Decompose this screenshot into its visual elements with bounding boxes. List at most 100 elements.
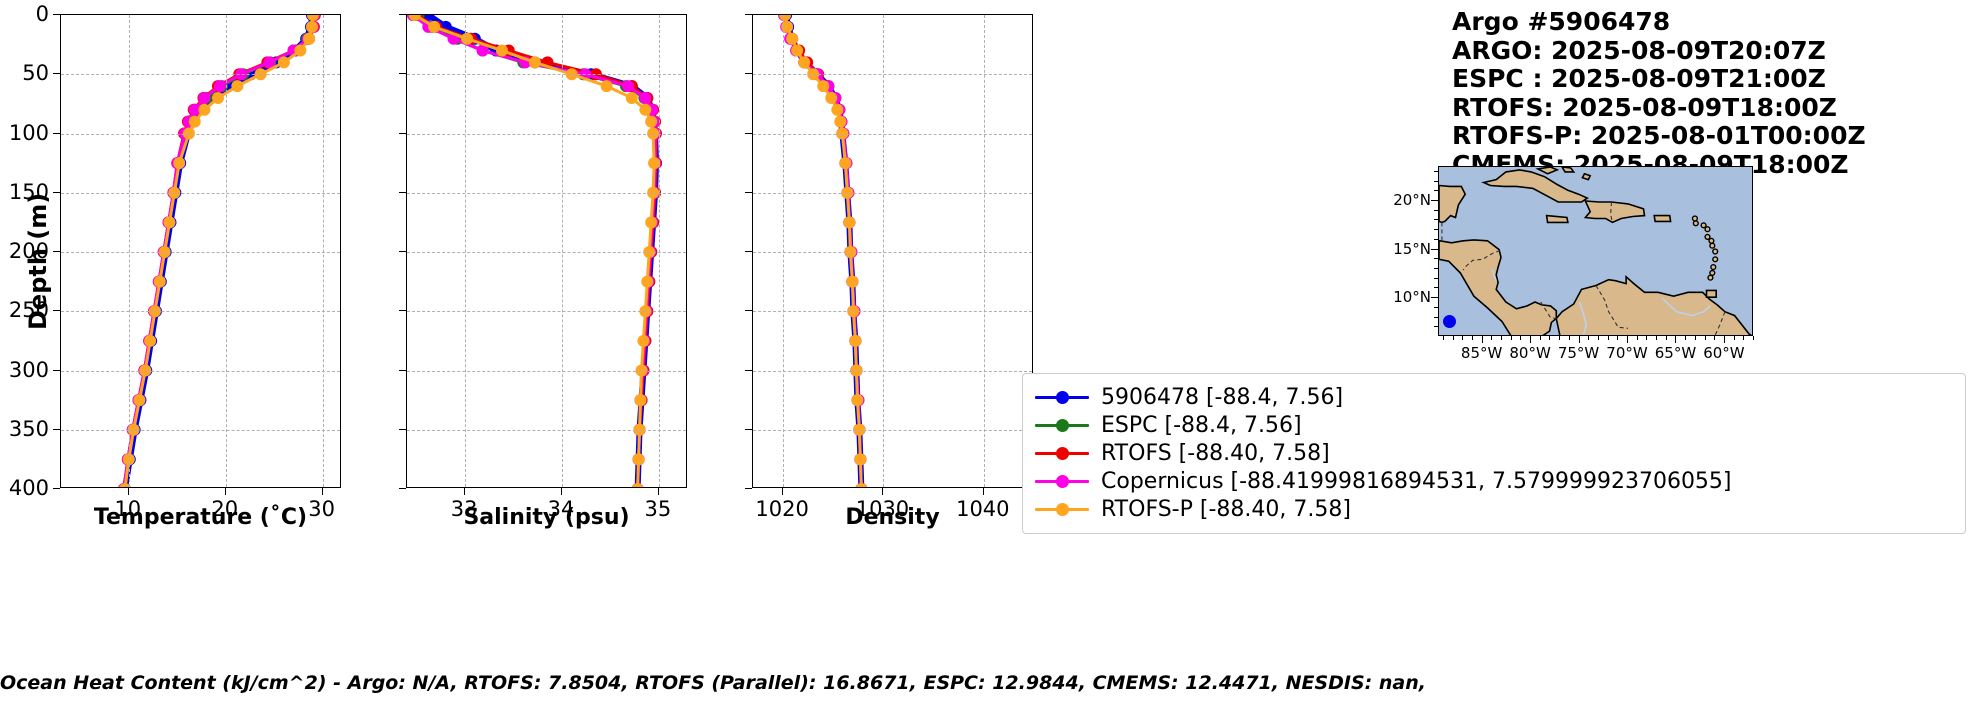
map-lat-tick-minor bbox=[1434, 190, 1438, 192]
landmass bbox=[1583, 200, 1646, 224]
x-tick-label: 35 bbox=[644, 497, 672, 521]
metadata-header: Argo #5906478 ARGO: 2025-08-09T20:07Z ESPC… bbox=[1452, 7, 1866, 179]
island bbox=[1710, 263, 1717, 271]
series-marker bbox=[173, 157, 186, 170]
map-lon-tick-minor bbox=[1471, 336, 1473, 340]
series-marker bbox=[836, 127, 849, 140]
series-line bbox=[417, 15, 657, 487]
map-lon-tick-minor bbox=[1714, 336, 1716, 340]
x-tick-mark bbox=[464, 488, 466, 495]
map-lon-tick-minor bbox=[1462, 336, 1464, 340]
legend-item[interactable]: RTOFS [-88.40, 7.58] bbox=[1035, 439, 1953, 467]
depth-tick-label: 400 bbox=[8, 476, 49, 500]
temperature-axis-title: Temperature (˚C) bbox=[93, 505, 308, 530]
series-marker bbox=[182, 127, 195, 140]
map-lon-label: 70°W bbox=[1606, 344, 1648, 362]
legend-item[interactable]: 5906478 [-88.4, 7.56] bbox=[1035, 383, 1953, 411]
landmass bbox=[1545, 214, 1569, 224]
map-lat-tick bbox=[1431, 297, 1438, 299]
landmass bbox=[1653, 214, 1672, 223]
map-lon-tick-minor bbox=[1743, 336, 1745, 340]
legend-label: 5906478 [-88.4, 7.56] bbox=[1101, 384, 1344, 410]
y-tick-mark bbox=[745, 191, 752, 193]
map-lat-tick-minor bbox=[1434, 316, 1438, 318]
series-marker bbox=[188, 103, 201, 116]
legend-marker-dot bbox=[1055, 418, 1069, 432]
map-lon-tick-minor bbox=[1753, 336, 1754, 340]
map-lon-tick-minor bbox=[1501, 336, 1502, 340]
map-lon-tick-minor bbox=[1510, 336, 1512, 340]
legend-item[interactable]: Copernicus [-88.41999816894531, 7.579999… bbox=[1035, 467, 1953, 495]
series-marker bbox=[168, 186, 181, 199]
map-lon-tick-minor bbox=[1685, 336, 1687, 340]
x-tick-label: 33 bbox=[450, 497, 478, 521]
depth-tick-label: 50 bbox=[22, 61, 49, 86]
map-lat-tick-minor bbox=[1434, 306, 1438, 308]
y-tick-mark bbox=[53, 191, 60, 193]
x-tick-label: 30 bbox=[308, 497, 335, 521]
series-marker bbox=[825, 91, 838, 104]
map-lat-tick-minor bbox=[1434, 258, 1438, 260]
x-tick-label: 1030 bbox=[855, 497, 910, 521]
series-marker bbox=[849, 334, 862, 347]
map-lon-tick-minor bbox=[1442, 336, 1444, 340]
map-lon-tick-minor bbox=[1646, 336, 1648, 340]
map-lon-tick-minor bbox=[1636, 336, 1638, 340]
salinity-plot-area bbox=[406, 14, 687, 488]
map-lon-tick-minor bbox=[1539, 336, 1541, 340]
series-marker bbox=[621, 80, 634, 93]
map-lat-label: 15°N bbox=[1393, 239, 1431, 258]
island bbox=[1691, 215, 1699, 222]
series-marker bbox=[235, 68, 248, 81]
map-lon-tick-minor bbox=[1549, 336, 1551, 340]
island bbox=[1707, 274, 1714, 281]
landmass bbox=[1439, 239, 1558, 335]
series-marker bbox=[231, 80, 244, 93]
landmass bbox=[1705, 289, 1718, 298]
series-marker bbox=[428, 20, 441, 33]
map-lat-label: 10°N bbox=[1393, 288, 1431, 307]
legend-item[interactable]: RTOFS-P [-88.40, 7.58] bbox=[1035, 495, 1953, 523]
legend-color-swatch bbox=[1035, 472, 1089, 490]
y-tick-mark bbox=[745, 310, 752, 312]
map-lon-label: 60°W bbox=[1703, 344, 1745, 362]
depth-tick-label: 200 bbox=[8, 239, 49, 263]
river bbox=[1491, 268, 1497, 282]
depth-tick-label: 250 bbox=[8, 298, 49, 323]
series-marker bbox=[853, 423, 866, 436]
series-marker bbox=[277, 56, 290, 69]
series-marker bbox=[565, 68, 578, 81]
map-lon-label: 85°W bbox=[1460, 344, 1503, 362]
metadata-line-1: ARGO: 2025-08-09T20:07Z bbox=[1452, 35, 1826, 65]
map-lon-tick-minor bbox=[1704, 336, 1706, 340]
series-marker bbox=[844, 246, 857, 258]
map-lon-tick bbox=[1723, 336, 1725, 343]
map-lon-tick bbox=[1627, 336, 1628, 343]
metadata-line-3: RTOFS: 2025-08-09T18:00Z bbox=[1452, 92, 1837, 122]
x-tick-mark bbox=[127, 488, 129, 495]
series-marker bbox=[639, 91, 652, 104]
depth-tick-label: 300 bbox=[8, 357, 49, 382]
depth-tick-label: 100 bbox=[8, 120, 49, 145]
island bbox=[1709, 269, 1716, 277]
map-lon-tick bbox=[1530, 336, 1532, 343]
series-marker bbox=[851, 394, 864, 407]
y-tick-mark bbox=[745, 488, 752, 489]
legend-item[interactable]: ESPC [-88.4, 7.56] bbox=[1035, 411, 1953, 439]
x-tick-mark bbox=[561, 488, 563, 495]
series-marker bbox=[476, 44, 489, 57]
map-lon-tick-minor bbox=[1568, 336, 1570, 340]
ocean-heat-content-caption: Ocean Heat Content (kJ/cm^2) - Argo: N/A… bbox=[0, 672, 1426, 694]
map-lon-label: 75°W bbox=[1557, 344, 1600, 362]
series-marker bbox=[807, 68, 820, 81]
y-tick-mark bbox=[399, 251, 406, 252]
series-marker bbox=[213, 80, 226, 93]
x-tick-mark bbox=[882, 488, 884, 495]
y-tick-mark bbox=[745, 251, 752, 252]
map-lat-tick bbox=[1431, 200, 1438, 201]
island bbox=[1712, 248, 1719, 255]
y-tick-mark bbox=[399, 191, 406, 193]
landmass bbox=[1555, 275, 1752, 335]
island bbox=[1712, 256, 1719, 263]
